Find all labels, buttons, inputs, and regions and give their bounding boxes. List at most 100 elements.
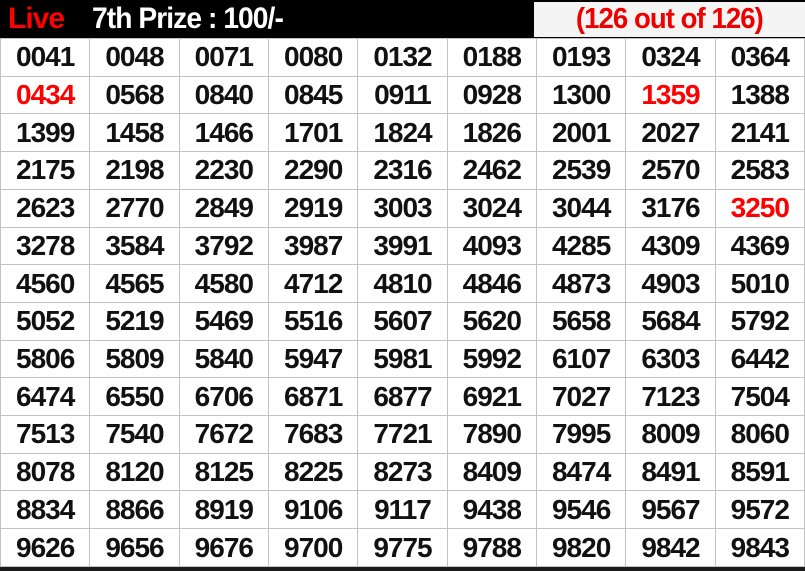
number-cell: 0324 [625,38,716,77]
number-cell: 6871 [267,377,359,417]
number-cell: 2175 [0,151,91,190]
number-cell: 3278 [0,226,91,266]
number-cell: 2001 [535,113,627,153]
number-cell: 6706 [178,377,269,417]
number-cell: 5981 [357,339,448,379]
number-cell: 0188 [446,38,537,77]
number-cell: 4580 [178,264,269,303]
number-cell: 4309 [625,226,716,266]
number-cell: 8866 [89,490,180,530]
table-row: 6474 6550 6706 6871 6877 6921 7027 7123 7504 [0,377,805,417]
table-row: 5806 5809 5840 5947 5981 5992 6107 6303 6442 [0,339,805,379]
number-cell: 3991 [357,226,448,266]
number-cell: 0568 [89,75,180,115]
number-cell: 7995 [535,415,627,454]
number-cell: 8273 [357,452,448,492]
number-cell: 3044 [535,188,627,228]
number-cell: 1826 [446,113,537,153]
number-cell: 1458 [89,113,180,153]
number-cell: 5052 [0,301,91,341]
number-cell: 8409 [446,452,537,492]
number-cell: 2141 [714,113,805,153]
number-cell: 2539 [535,151,627,190]
live-badge: Live [8,2,65,35]
number-cell: 0071 [178,38,269,77]
number-cell: 4560 [0,264,91,303]
number-cell: 5620 [446,301,537,341]
number-cell: 2623 [0,188,91,228]
number-cell: 0080 [267,38,359,77]
number-cell: 5992 [446,339,537,379]
number-cell: 1359 [625,75,716,115]
number-cell: 6474 [0,377,91,417]
table-row: 2175 2198 2230 2290 2316 2462 2539 2570 2583 [0,151,805,190]
number-cell: 1300 [535,75,627,115]
number-cell: 9117 [357,490,448,530]
number-cell: 4369 [714,226,805,266]
table-row: 4560 4565 4580 4712 4810 4846 4873 4903 5010 [0,264,805,303]
number-cell: 4093 [446,226,537,266]
number-cell: 7890 [446,415,537,454]
number-cell: 5684 [625,301,716,341]
number-cell: 2316 [357,151,448,190]
number-cell: 3250 [714,188,805,228]
number-cell: 9700 [267,528,359,567]
number-cell: 7540 [89,415,180,454]
number-cell: 2570 [625,151,716,190]
table-row: 8834 8866 8919 9106 9117 9438 9546 9567 9572 [0,490,805,530]
number-cell: 9788 [446,528,537,567]
number-cell: 7123 [625,377,716,417]
table-row: 0434 0568 0840 0845 0911 0928 1300 1359 1388 [0,75,805,115]
table-row: 3278 3584 3792 3987 3991 4093 4285 4309 4369 [0,226,805,266]
number-cell: 8834 [0,490,91,530]
number-cell: 1701 [267,113,359,153]
number-cell: 0048 [89,38,180,77]
number-cell: 2919 [267,188,359,228]
number-cell: 6303 [625,339,716,379]
number-cell: 7721 [357,415,448,454]
counter-text: (126 out of 126) [576,3,764,35]
table-row: 9626 9656 9676 9700 9775 9788 9820 9842 9843 [0,528,805,567]
number-cell: 0041 [0,38,91,77]
number-cell: 7513 [0,415,91,454]
number-cell: 2770 [89,188,180,228]
number-cell: 8125 [178,452,269,492]
number-cell: 4810 [357,264,448,303]
table-row: 1399 1458 1466 1701 1824 1826 2001 2027 2141 [0,113,805,153]
bottom-divider [0,567,805,571]
number-cell: 5658 [535,301,627,341]
number-cell: 3176 [625,188,716,228]
number-cell: 5010 [714,264,805,303]
number-cell: 7683 [267,415,359,454]
number-cell: 4846 [446,264,537,303]
number-cell: 5806 [0,339,91,379]
number-cell: 9106 [267,490,359,530]
number-cell: 5607 [357,301,448,341]
number-cell: 7672 [178,415,269,454]
number-cell: 3987 [267,226,359,266]
number-cell: 4285 [535,226,627,266]
number-cell: 8591 [714,452,805,492]
table-row: 8078 8120 8125 8225 8273 8409 8474 8491 8591 [0,452,805,492]
table-row: 7513 7540 7672 7683 7721 7890 7995 8009 8060 [0,415,805,454]
number-cell: 8078 [0,452,91,492]
number-cell: 4565 [89,264,180,303]
number-cell: 6550 [89,377,180,417]
number-cell: 9572 [714,490,805,530]
number-cell: 2849 [178,188,269,228]
number-cell: 5516 [267,301,359,341]
number-cell: 5219 [89,301,180,341]
number-cell: 3792 [178,226,269,266]
number-cell: 2290 [267,151,359,190]
number-cell: 6442 [714,339,805,379]
number-cell: 6107 [535,339,627,379]
number-cell: 9656 [89,528,180,567]
number-cell: 9438 [446,490,537,530]
number-cell: 6877 [357,377,448,417]
number-cell: 9842 [625,528,716,567]
number-cell: 1824 [357,113,448,153]
number-cell: 9775 [357,528,448,567]
number-cell: 0193 [535,38,627,77]
number-cell: 1399 [0,113,91,153]
